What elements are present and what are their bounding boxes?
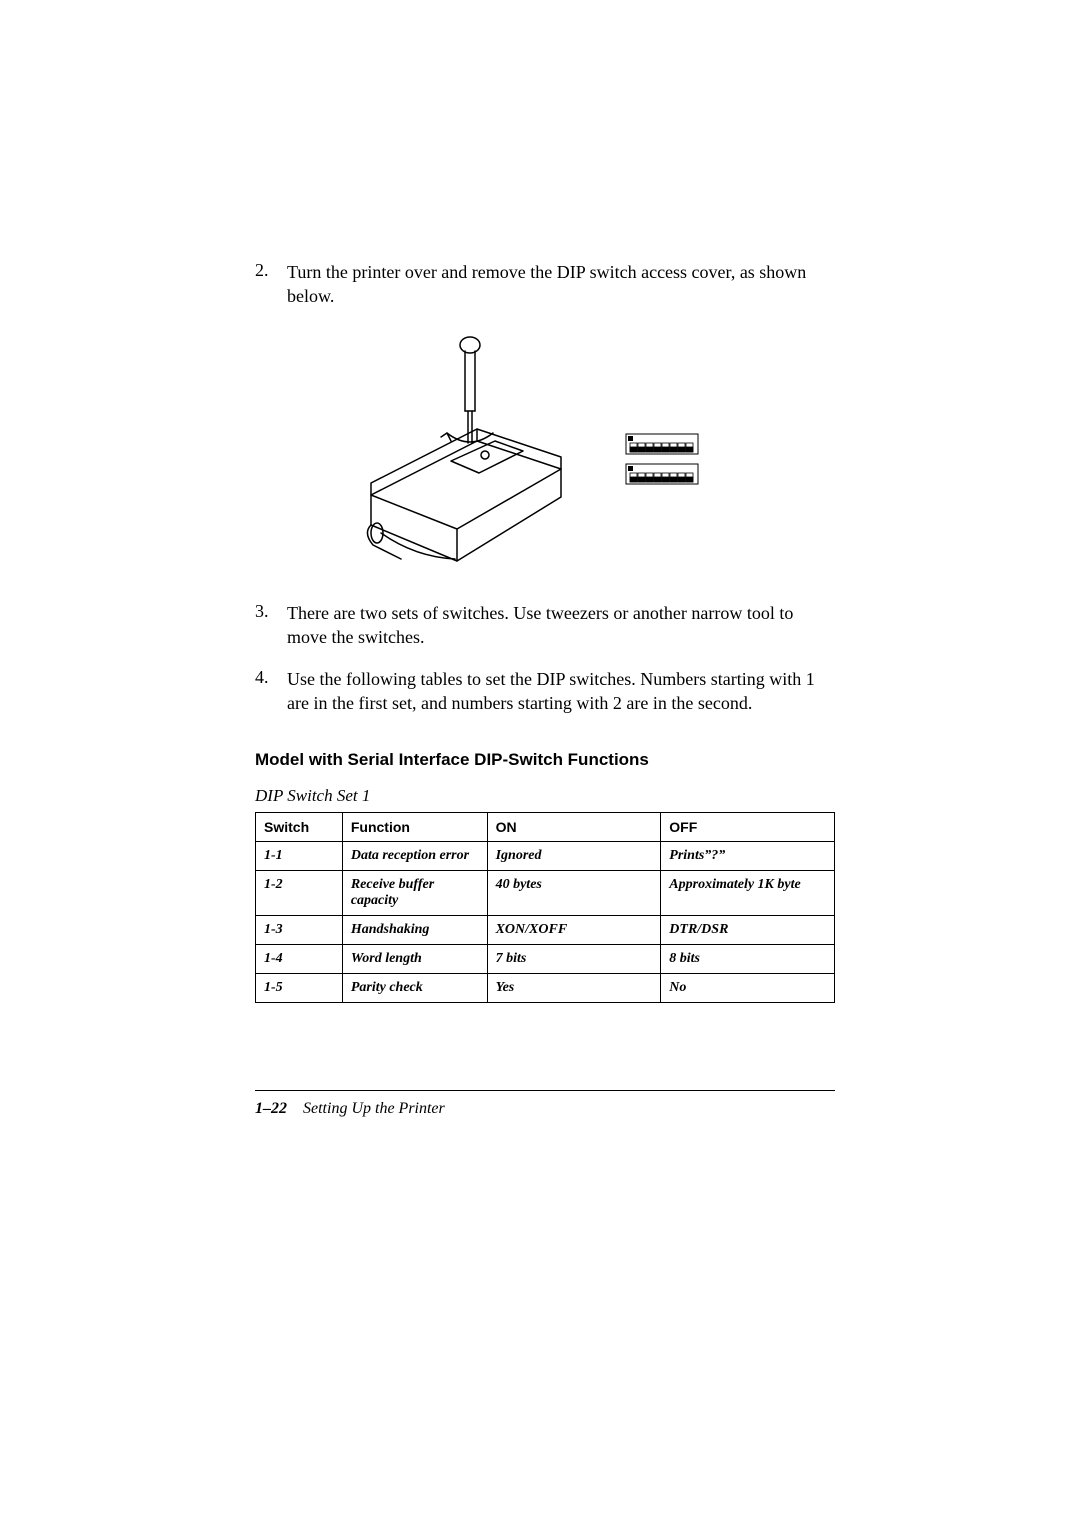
table-row: 1-3 Handshaking XON/XOFF DTR/DSR [256,915,835,944]
table-row: 1-1 Data reception error Ignored Prints”… [256,841,835,870]
cell-function: Receive buffer capacity [342,870,487,915]
cell-switch: 1-3 [256,915,343,944]
section-title: Model with Serial Interface DIP-Switch F… [255,750,835,770]
dip-bank-svg [625,433,699,455]
step-number: 3. [255,601,287,650]
cell-switch: 1-1 [256,841,343,870]
step-number: 2. [255,260,287,309]
col-on: ON [487,812,661,841]
printer-illustration [325,333,585,573]
cell-switch: 1-5 [256,973,343,1002]
step-2: 2. Turn the printer over and remove the … [255,260,835,309]
cell-on: Yes [487,973,661,1002]
step-number: 4. [255,667,287,716]
cell-switch: 1-2 [256,870,343,915]
cell-function: Word length [342,944,487,973]
step-4: 4. Use the following tables to set the D… [255,667,835,716]
step-text: Turn the printer over and remove the DIP… [287,260,835,309]
cell-off: 8 bits [661,944,835,973]
col-switch: Switch [256,812,343,841]
cell-on: 40 bytes [487,870,661,915]
dip-switch-bank-1-icon [625,433,699,455]
cell-off: DTR/DSR [661,915,835,944]
dip-switch-bank-2-icon [625,463,699,485]
cell-off: Prints”?” [661,841,835,870]
chapter-title: Setting Up the Printer [303,1100,445,1117]
printer-diagram [325,333,835,573]
cell-function: Data reception error [342,841,487,870]
cell-off: No [661,973,835,1002]
table-row: 1-2 Receive buffer capacity 40 bytes App… [256,870,835,915]
col-function: Function [342,812,487,841]
cell-on: Ignored [487,841,661,870]
col-off: OFF [661,812,835,841]
step-text: There are two sets of switches. Use twee… [287,601,835,650]
page-footer: 1–22 Setting Up the Printer [255,1100,445,1118]
table-row: 1-4 Word length 7 bits 8 bits [256,944,835,973]
step-3: 3. There are two sets of switches. Use t… [255,601,835,650]
page-number: 1–22 [255,1100,287,1117]
table-row: 1-5 Parity check Yes No [256,973,835,1002]
cell-on: XON/XOFF [487,915,661,944]
cell-on: 7 bits [487,944,661,973]
dip-switch-table: Switch Function ON OFF 1-1 Data receptio… [255,812,835,1003]
table-caption: DIP Switch Set 1 [255,786,835,806]
cell-off: Approximately 1K byte [661,870,835,915]
cell-function: Handshaking [342,915,487,944]
footer-rule [255,1090,835,1091]
table-header-row: Switch Function ON OFF [256,812,835,841]
page-content: 2. Turn the printer over and remove the … [255,260,835,1003]
dip-bank-svg [625,463,699,485]
step-text: Use the following tables to set the DIP … [287,667,835,716]
cell-switch: 1-4 [256,944,343,973]
cell-function: Parity check [342,973,487,1002]
